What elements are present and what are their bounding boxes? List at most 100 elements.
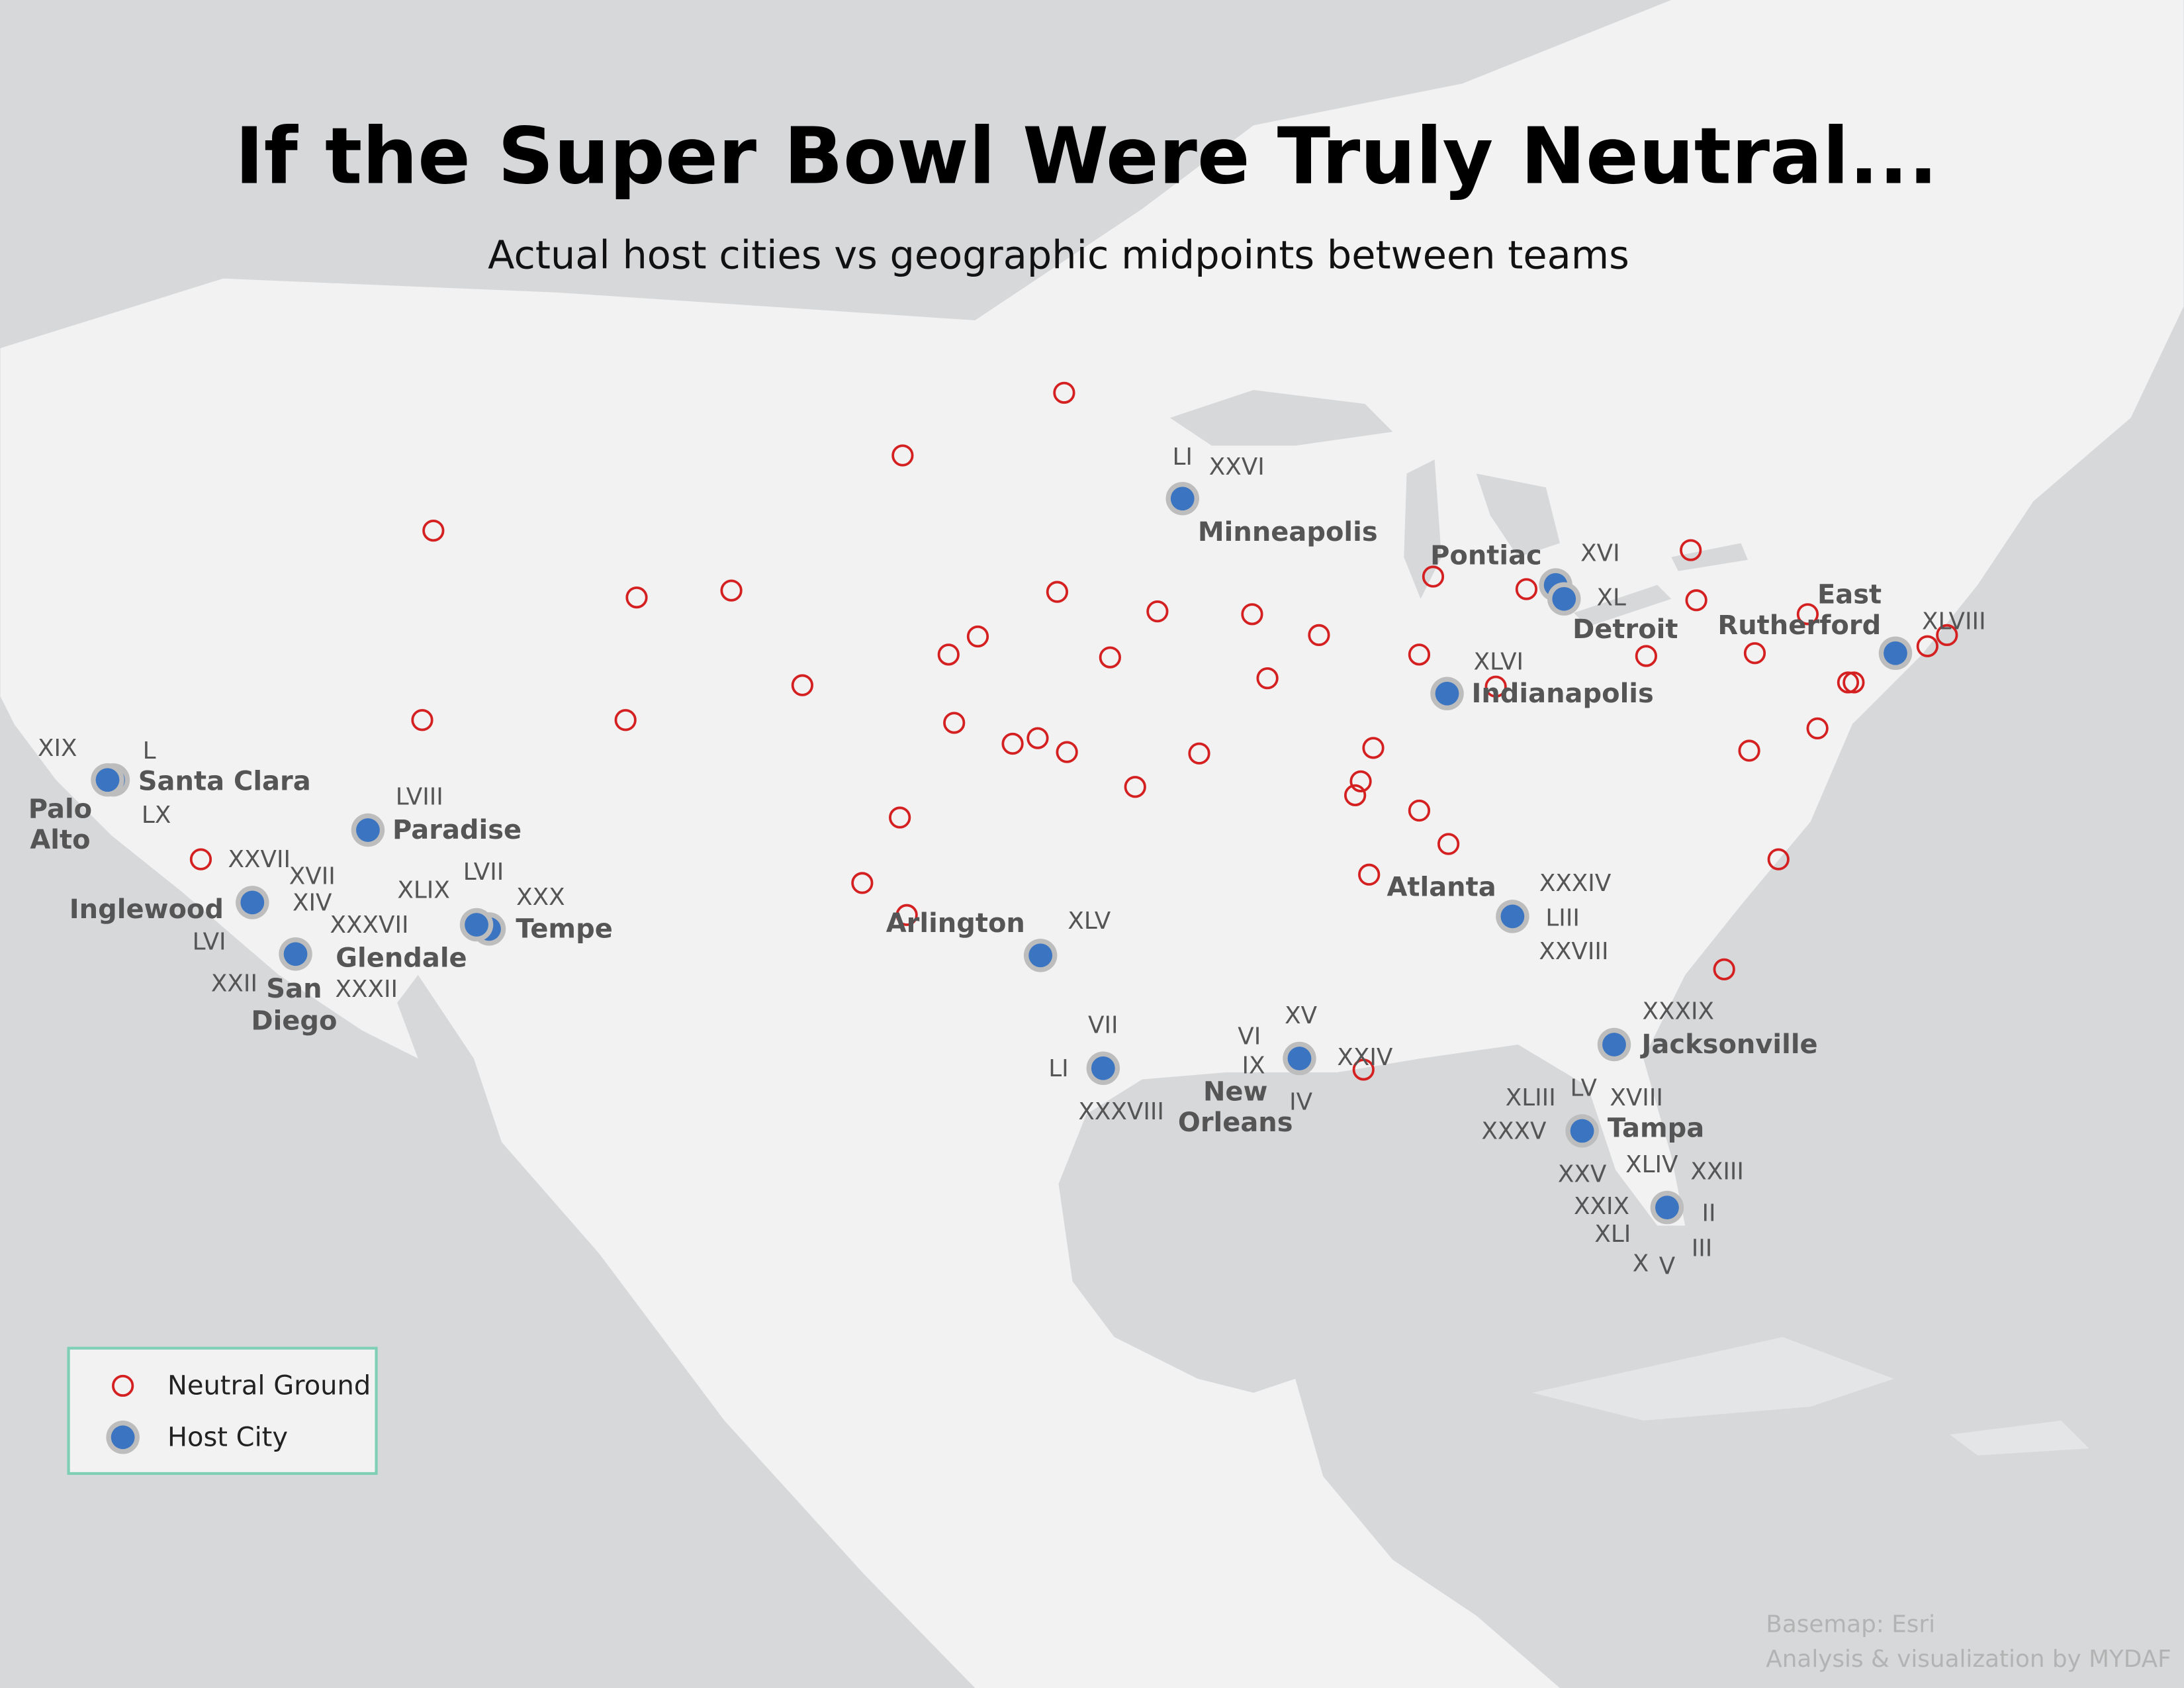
neutral-point [1408, 799, 1431, 822]
game-label: XXXVIII [1078, 1098, 1164, 1125]
game-label: XXX [516, 884, 565, 911]
game-label: XV [1285, 1002, 1317, 1029]
neutral-point [1344, 784, 1367, 806]
game-label: XXIV [1337, 1044, 1393, 1071]
neutral-point [1099, 646, 1121, 669]
host-dot [1884, 641, 1907, 665]
lake-superior [1169, 390, 1393, 446]
game-label: LI [1173, 444, 1193, 471]
host-dot [356, 818, 380, 842]
neutral-layer [189, 381, 1958, 1081]
host-name: Palo Alto [28, 794, 92, 855]
neutral-point [966, 625, 989, 648]
host-name: Inglewood [69, 894, 224, 925]
game-label: XIX [38, 735, 77, 762]
neutral-point [891, 444, 914, 467]
host-name: Minneapolis [1198, 517, 1378, 547]
host-name-line: New [1203, 1077, 1267, 1107]
game-label: X [1633, 1250, 1649, 1277]
host-name-line: Diego [251, 1006, 337, 1036]
legend-host-symbol [111, 1425, 135, 1450]
host-dot [1170, 487, 1195, 511]
game-label: XXXIV [1539, 870, 1612, 897]
host-name-line: Palo [28, 794, 92, 825]
host-dot [1091, 1056, 1115, 1080]
host-dot [465, 913, 488, 937]
game-label: II [1702, 1200, 1716, 1227]
host-name-line: Rutherford [1717, 610, 1881, 641]
neutral-point [1241, 603, 1263, 626]
game-label: XLVI [1474, 648, 1524, 675]
lake-erie [1573, 585, 1672, 627]
game-label: XXII [211, 970, 257, 998]
game-label: V [1659, 1253, 1676, 1280]
legend-label: Host City [167, 1422, 288, 1452]
game-label: XLV [1068, 908, 1111, 935]
neutral-point [1916, 635, 1938, 657]
neutral-point [1188, 742, 1210, 765]
neutral-point [1422, 565, 1445, 588]
neutral-point [1635, 645, 1657, 667]
neutral-point [1936, 624, 1958, 647]
host-name: New Orleans [1178, 1077, 1293, 1138]
neutral-point [1408, 643, 1431, 666]
neutral-point [937, 643, 960, 666]
neutral-point [1256, 667, 1279, 690]
neutral-point [791, 674, 813, 696]
legend-label: Neutral Ground [167, 1371, 371, 1401]
game-label: LVII [463, 859, 504, 886]
game-label: VII [1088, 1012, 1118, 1039]
host-name: Paradise [392, 815, 522, 845]
host-name: Glendale [336, 943, 467, 974]
neutral-point [1056, 741, 1078, 763]
host-name: Detroit [1572, 614, 1678, 645]
host-name: Santa Clara [138, 766, 311, 796]
game-label: L [143, 737, 156, 765]
game-label: XL [1597, 585, 1626, 612]
title: If the Super Bowl Were Truly Neutral... [235, 111, 1938, 201]
game-label: XXXII [336, 976, 398, 1003]
host-name: Arlington [886, 908, 1025, 939]
neutral-point [1046, 581, 1069, 603]
game-label: LX [142, 802, 171, 829]
lake-huron [1476, 473, 1560, 557]
game-label: XVII [289, 863, 336, 890]
neutral-point [1515, 578, 1538, 600]
host-name-line: Orleans [1178, 1107, 1293, 1138]
game-label: LVIII [396, 784, 443, 811]
neutral-point [1713, 958, 1735, 980]
neutral-point [720, 579, 743, 602]
host-dot [1435, 681, 1459, 706]
host-dot [1655, 1196, 1679, 1220]
neutral-point [1738, 739, 1760, 762]
neutral-point [422, 519, 445, 542]
neutral-point [411, 709, 433, 731]
neutral-point [1843, 671, 1865, 694]
neutral-point [1308, 624, 1330, 647]
game-label: LV [1570, 1074, 1597, 1102]
game-label: XXXV [1482, 1118, 1547, 1145]
host-dot [240, 890, 265, 915]
neutral-point [1743, 642, 1766, 665]
legend-box [67, 1346, 378, 1476]
neutral-point [1026, 727, 1049, 749]
game-label: XXXIX [1643, 998, 1715, 1025]
lake-ontario [1671, 543, 1748, 571]
host-dot [1570, 1119, 1594, 1143]
neutral-point [889, 806, 911, 829]
credit: Basemap: Esri [1766, 1611, 1935, 1638]
neutral-point [851, 872, 874, 894]
neutral-point [1837, 671, 1860, 694]
game-label: XLIV [1625, 1151, 1678, 1178]
neutral-point [1358, 863, 1381, 886]
game-label: XXIX [1574, 1193, 1629, 1220]
game-label: XXIII [1690, 1158, 1744, 1186]
neutral-point [614, 709, 637, 731]
game-label: XXXVII [330, 912, 409, 939]
neutral-point [943, 712, 966, 734]
neutral-point [1484, 675, 1507, 698]
game-label: XXVI [1209, 453, 1265, 481]
game-label: LIII [1545, 905, 1580, 932]
